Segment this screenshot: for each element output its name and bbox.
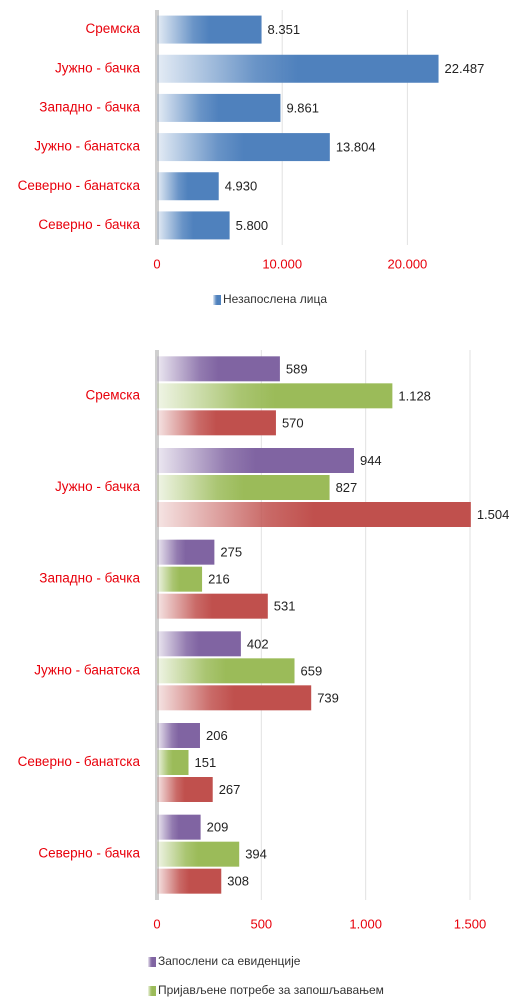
bar [157, 133, 330, 162]
bar [157, 356, 280, 382]
data-label: 206 [206, 728, 228, 743]
bar [157, 448, 354, 473]
data-label: 570 [282, 415, 304, 430]
x-tick-label: 500 [250, 916, 272, 931]
category-label: Јужно - банатска [34, 139, 140, 154]
bar [157, 631, 241, 657]
x-tick-label: 0 [153, 256, 160, 271]
category-label: Западно - бачка [39, 99, 140, 114]
data-label: 4.930 [225, 179, 258, 194]
legend-swatch [148, 986, 156, 996]
category-label: Сремска [85, 21, 140, 36]
bar [157, 93, 281, 122]
data-label: 216 [208, 572, 230, 587]
data-label: 9.861 [286, 100, 319, 115]
bar [157, 211, 230, 240]
category-label: Западно - бачка [39, 571, 140, 586]
category-label: Јужно - бачка [55, 60, 141, 75]
data-label: 1.128 [398, 388, 431, 403]
x-tick-label: 1.000 [349, 916, 382, 931]
category-label: Северно - бачка [38, 846, 140, 861]
legend-label: Незапослена лица [223, 292, 327, 306]
bar [157, 410, 276, 436]
data-label: 531 [274, 599, 296, 614]
legend-label: Запослени са евиденције [158, 954, 301, 968]
data-label: 827 [336, 480, 358, 495]
bar [157, 658, 295, 684]
category-label: Северно - банатска [18, 178, 141, 193]
category-label: Северно - бачка [38, 217, 140, 232]
legend-label: Пријављене потребе за запошљавањем [158, 983, 384, 997]
data-label: 308 [227, 874, 249, 889]
bar [157, 15, 262, 44]
bar [157, 685, 312, 711]
category-label: Северно - банатска [18, 754, 141, 769]
x-tick-label: 20.000 [388, 256, 428, 271]
category-label: Јужно - банатска [34, 662, 140, 677]
legend-swatch [148, 957, 156, 967]
data-label: 394 [245, 847, 267, 862]
data-label: 1.504 [477, 507, 510, 522]
bar [157, 539, 215, 565]
data-label: 402 [247, 636, 269, 651]
bar [157, 777, 213, 802]
data-label: 22.487 [445, 61, 485, 76]
bar [157, 383, 393, 409]
data-label: 267 [219, 782, 241, 797]
data-label: 209 [207, 820, 229, 835]
bar [157, 566, 203, 592]
bar [157, 172, 219, 201]
bar [157, 723, 200, 748]
category-label: Сремска [85, 387, 140, 402]
bar [157, 814, 201, 840]
data-label: 13.804 [336, 140, 376, 155]
x-tick-label: 10.000 [262, 256, 302, 271]
data-label: 275 [220, 545, 242, 560]
data-label: 5.800 [236, 218, 269, 233]
bar [157, 841, 240, 867]
x-tick-label: 1.500 [454, 916, 487, 931]
bar [157, 750, 189, 775]
category-label: Јужно - бачка [55, 479, 141, 494]
bar [157, 475, 330, 500]
data-label: 739 [317, 690, 339, 705]
x-tick-label: 0 [153, 916, 160, 931]
bar [157, 593, 268, 619]
data-label: 659 [301, 663, 323, 678]
data-label: 589 [286, 361, 308, 376]
data-label: 151 [195, 755, 217, 770]
data-label: 944 [360, 453, 382, 468]
legend-swatch [213, 295, 221, 305]
bar [157, 502, 471, 527]
data-label: 8.351 [268, 22, 301, 37]
bar [157, 54, 439, 83]
bar [157, 868, 222, 894]
